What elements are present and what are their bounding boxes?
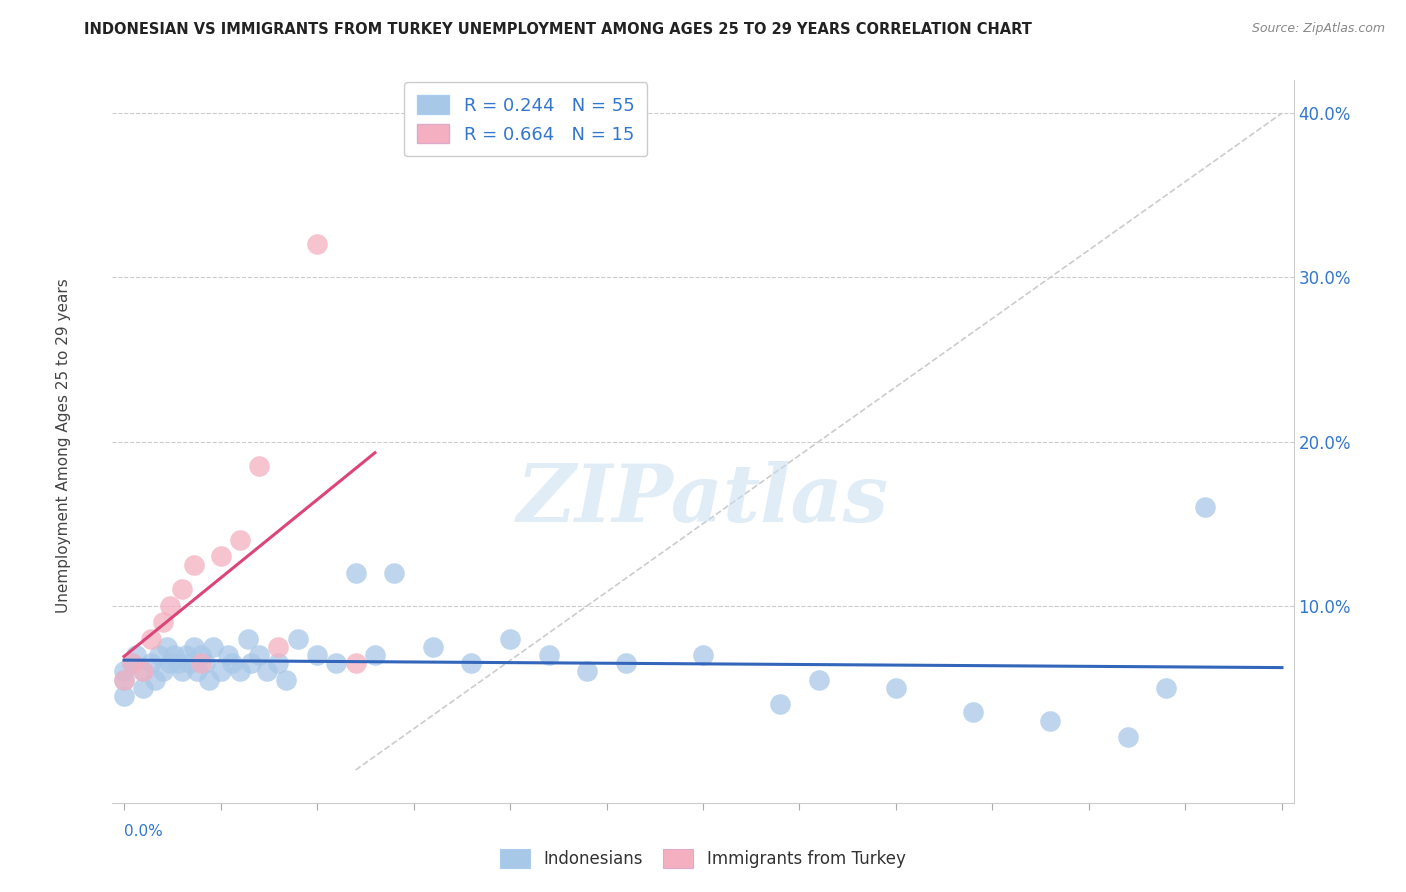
Text: Source: ZipAtlas.com: Source: ZipAtlas.com xyxy=(1251,22,1385,36)
Point xyxy=(167,657,190,671)
Point xyxy=(221,657,243,671)
Point xyxy=(499,632,522,646)
Point xyxy=(287,632,309,646)
Point xyxy=(159,599,181,613)
Point xyxy=(962,706,984,720)
Point xyxy=(364,648,387,662)
Point xyxy=(614,657,637,671)
Legend: R = 0.244   N = 55, R = 0.664   N = 15: R = 0.244 N = 55, R = 0.664 N = 15 xyxy=(405,82,647,156)
Point xyxy=(276,673,298,687)
Point xyxy=(190,657,212,671)
Point xyxy=(132,681,155,695)
Point xyxy=(217,648,239,662)
Point xyxy=(170,582,193,597)
Point xyxy=(267,657,290,671)
Point xyxy=(267,640,290,654)
Point xyxy=(183,640,205,654)
Point xyxy=(112,665,135,679)
Point xyxy=(186,665,208,679)
Point xyxy=(229,665,252,679)
Legend: Indonesians, Immigrants from Turkey: Indonesians, Immigrants from Turkey xyxy=(494,843,912,875)
Point xyxy=(209,549,232,564)
Point xyxy=(692,648,714,662)
Point xyxy=(576,665,599,679)
Point xyxy=(143,673,166,687)
Point xyxy=(194,657,217,671)
Point xyxy=(159,657,181,671)
Point xyxy=(344,566,367,580)
Point xyxy=(190,648,212,662)
Point xyxy=(139,632,162,646)
Point xyxy=(537,648,560,662)
Point xyxy=(170,665,193,679)
Point xyxy=(152,615,174,630)
Point xyxy=(1116,730,1139,744)
Point xyxy=(460,657,482,671)
Point xyxy=(148,648,170,662)
Point xyxy=(121,657,143,671)
Point xyxy=(884,681,907,695)
Point xyxy=(132,665,155,679)
Point xyxy=(198,673,221,687)
Text: INDONESIAN VS IMMIGRANTS FROM TURKEY UNEMPLOYMENT AMONG AGES 25 TO 29 YEARS CORR: INDONESIAN VS IMMIGRANTS FROM TURKEY UNE… xyxy=(84,22,1032,37)
Point xyxy=(422,640,444,654)
Text: ZIPatlas: ZIPatlas xyxy=(517,460,889,538)
Point xyxy=(305,648,328,662)
Point xyxy=(124,648,146,662)
Point xyxy=(179,657,201,671)
Point xyxy=(247,459,270,474)
Point xyxy=(807,673,830,687)
Point xyxy=(305,237,328,252)
Point xyxy=(1039,714,1062,728)
Point xyxy=(382,566,405,580)
Point xyxy=(201,640,224,654)
Point xyxy=(112,673,135,687)
Point xyxy=(139,657,162,671)
Point xyxy=(229,533,252,547)
Text: Unemployment Among Ages 25 to 29 years: Unemployment Among Ages 25 to 29 years xyxy=(56,278,70,614)
Point xyxy=(1154,681,1177,695)
Point xyxy=(121,657,143,671)
Point xyxy=(132,665,155,679)
Point xyxy=(112,673,135,687)
Point xyxy=(1194,500,1216,515)
Point xyxy=(152,665,174,679)
Text: 0.0%: 0.0% xyxy=(124,824,163,839)
Point xyxy=(256,665,278,679)
Point xyxy=(209,665,232,679)
Point xyxy=(183,558,205,572)
Point xyxy=(769,698,792,712)
Point xyxy=(236,632,259,646)
Point xyxy=(325,657,347,671)
Point xyxy=(163,648,186,662)
Point xyxy=(247,648,270,662)
Point xyxy=(174,648,197,662)
Point xyxy=(155,640,177,654)
Point xyxy=(344,657,367,671)
Point xyxy=(240,657,263,671)
Point xyxy=(112,689,135,703)
